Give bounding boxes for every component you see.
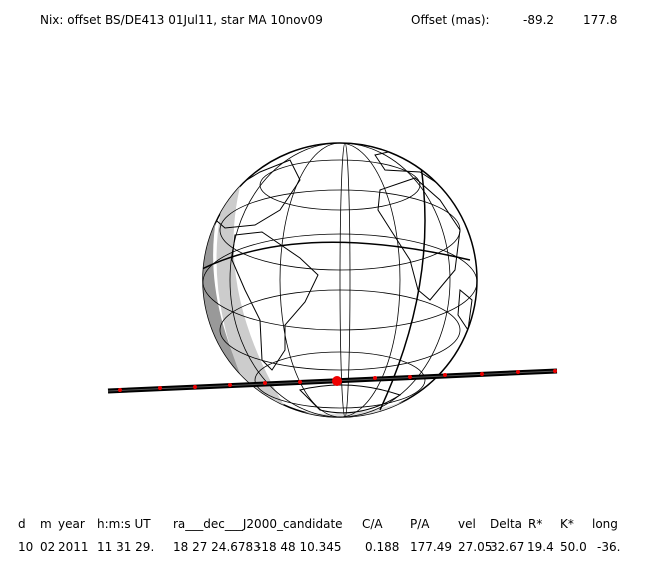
cell: 11 31 29. [97, 540, 154, 554]
cell: 27.05 [458, 540, 492, 554]
column-header: year [58, 517, 85, 531]
column-header: long [592, 517, 618, 531]
column-header: K* [560, 517, 574, 531]
cell: -18 48 10.345 [257, 540, 342, 554]
cell: 32.67 [490, 540, 524, 554]
column-header: C/A [362, 517, 383, 531]
column-header: h:m:s UT [97, 517, 151, 531]
column-header: Delta [490, 517, 522, 531]
offset-value: 177.8 [583, 13, 617, 27]
column-header: ra___dec___J2000_candidate [173, 517, 343, 531]
cell: 19.4 [527, 540, 554, 554]
column-header: vel [458, 517, 476, 531]
column-header: m [40, 517, 52, 531]
cell: 02 [40, 540, 55, 554]
closest-approach [332, 376, 342, 386]
title: Nix: offset BS/DE413 01Jul11, star MA 10… [40, 13, 323, 27]
offset-label: Offset (mas): [411, 13, 490, 27]
cell: 50.0 [560, 540, 587, 554]
cell: -36. [597, 540, 620, 554]
column-header: d [18, 517, 26, 531]
table-row: 10 02 2011 11 31 29. 18 27 24.6783-18 48 10.… [18, 540, 620, 554]
cell: 177.49 [410, 540, 452, 554]
cell: 0.188 [365, 540, 399, 554]
column-header: R* [528, 517, 542, 531]
cell: 18 27 24.6783 [173, 540, 261, 554]
table-header: d m year h:m:s UT ra___dec___J2000_candidate… [18, 517, 618, 531]
column-header: P/A [410, 517, 430, 531]
cell: 10 [18, 540, 33, 554]
cell: 2011 [58, 540, 89, 554]
occultation-track [107, 368, 558, 394]
offset-value: -89.2 [523, 13, 554, 27]
